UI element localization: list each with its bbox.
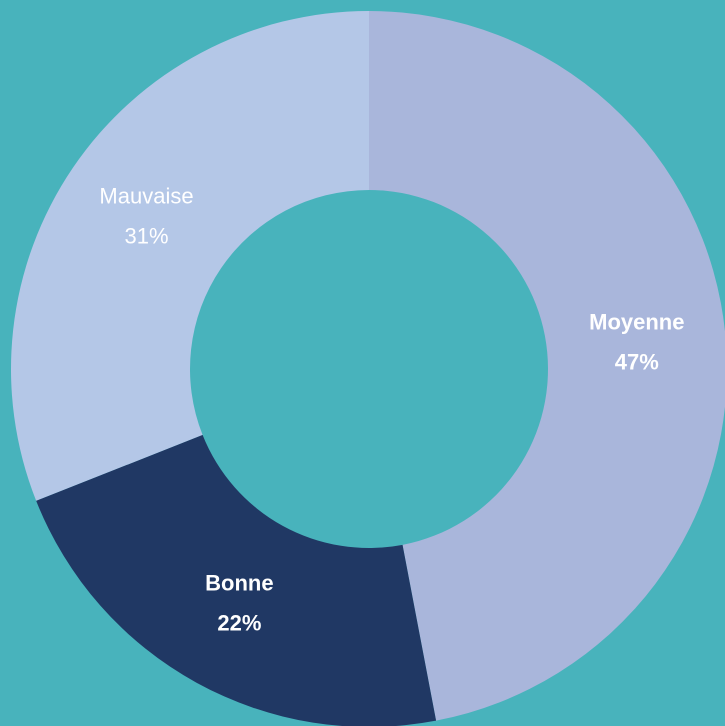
slice-label: Moyenne <box>589 309 684 334</box>
slice-label: Mauvaise <box>99 184 193 209</box>
slice-value-label: 31% <box>124 224 168 249</box>
donut-slice <box>10 11 369 501</box>
slice-value-label: 22% <box>217 611 261 636</box>
slice-label: Bonne <box>205 571 273 596</box>
donut-slice <box>369 11 725 721</box>
donut-slice <box>36 434 437 726</box>
slice-value-label: 47% <box>615 349 659 374</box>
